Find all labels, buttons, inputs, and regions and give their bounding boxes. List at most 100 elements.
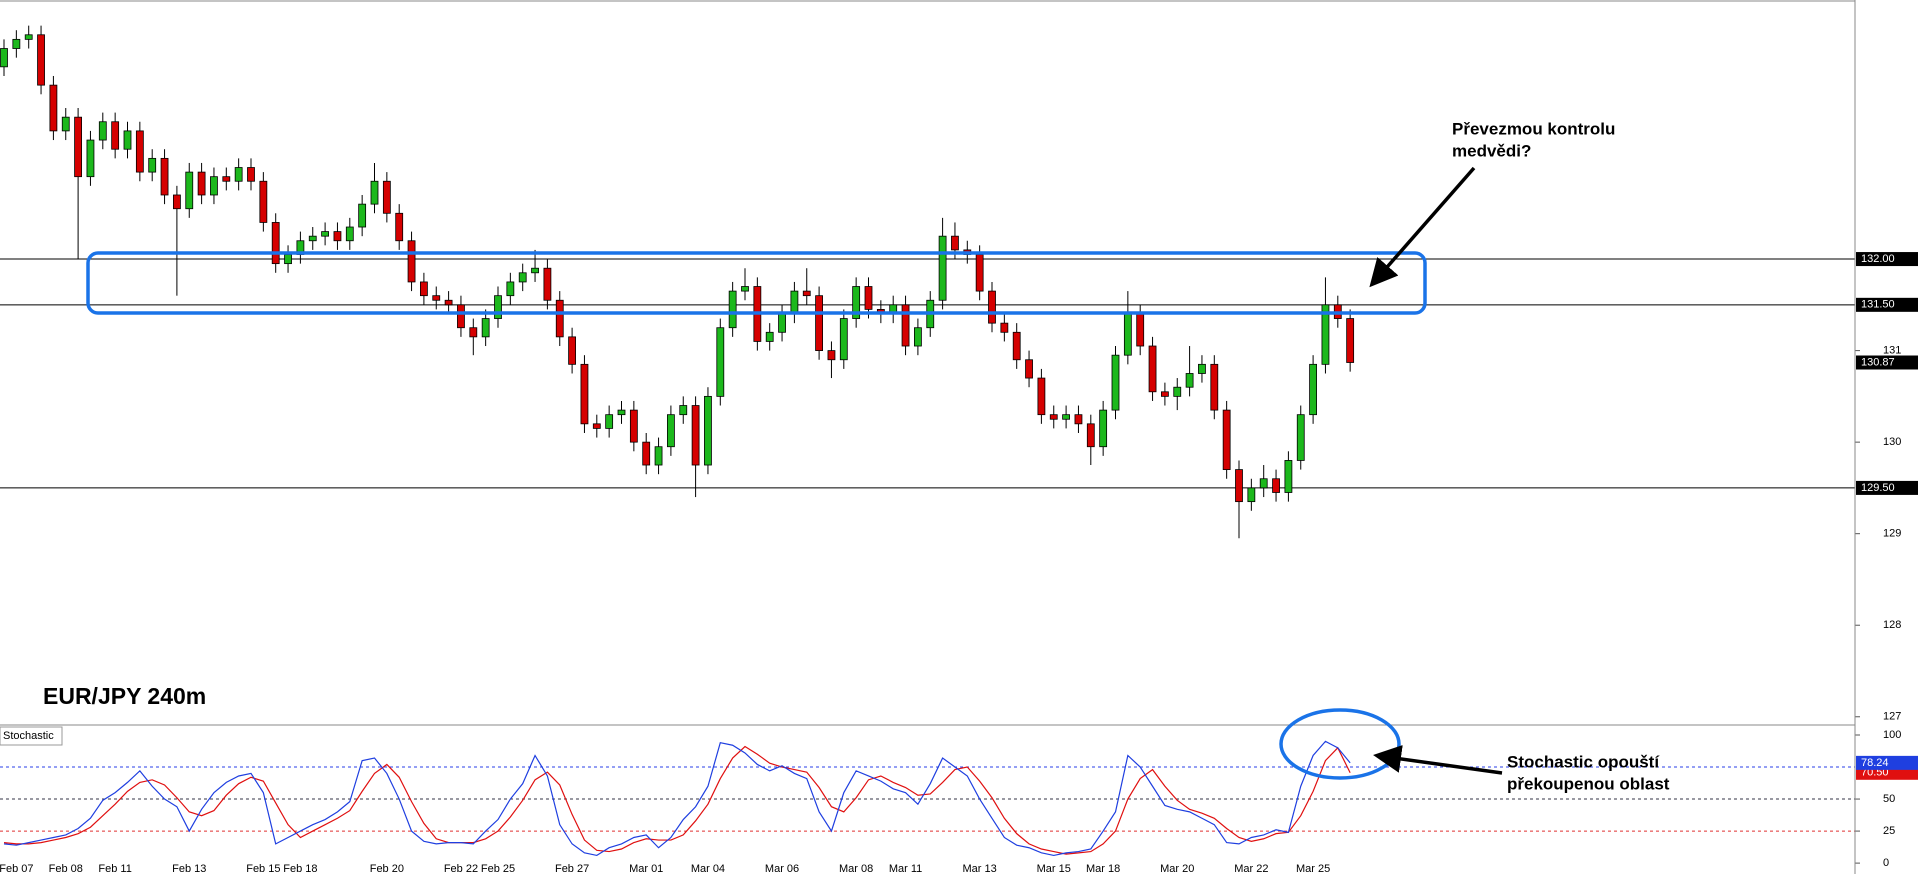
candle-body (1037, 377, 1046, 416)
candle-body (123, 130, 132, 150)
candle-body (210, 176, 218, 196)
x-tick-label: Mar 15 (1037, 863, 1071, 874)
candle-body (852, 286, 861, 319)
price-label: 129.50 (1861, 482, 1895, 494)
y-tick-label: 129 (1883, 528, 1901, 540)
candle-body (74, 116, 82, 178)
candle-body (839, 318, 848, 361)
x-tick-label: Mar 20 (1160, 863, 1194, 874)
candle-body (827, 350, 836, 361)
x-tick-label: Feb 25 (481, 863, 515, 874)
candle-body (1272, 478, 1280, 493)
candle-body (222, 176, 231, 182)
candle-body (1222, 409, 1231, 471)
candle-body (728, 290, 737, 329)
chart-title: EUR/JPY 240m (43, 683, 206, 709)
candle-body (815, 295, 823, 351)
arrow (1373, 745, 1503, 775)
indicator-title: Stochastic (3, 730, 54, 742)
candle-body (518, 272, 527, 283)
candle-body (1123, 313, 1132, 356)
stoch-line (3, 740, 1351, 857)
annotation: medvědi? (1452, 141, 1531, 160)
candle-body (308, 235, 317, 242)
candle-body (1259, 478, 1268, 489)
x-tick-label: Feb 13 (172, 863, 206, 874)
candle-body (1198, 363, 1206, 374)
x-tick-label: Mar 04 (691, 863, 725, 874)
candle-body (654, 446, 663, 466)
x-tick-label: Feb 11 (98, 863, 131, 874)
candle-body (370, 180, 379, 205)
candle-body (98, 121, 107, 141)
candle-body (667, 414, 675, 448)
candle-body (506, 281, 515, 297)
candle-body (802, 290, 811, 297)
candle-body (469, 327, 478, 338)
candle-body (247, 167, 255, 182)
highlight-ellipse (1279, 708, 1401, 780)
price-label-box (1856, 355, 1918, 370)
x-tick-label: Mar 18 (1086, 863, 1120, 874)
candle-body (592, 423, 601, 429)
candle-body (1111, 354, 1120, 411)
stoch-line (3, 745, 1351, 855)
price-label: 78.24 (1861, 757, 1889, 769)
y-tick-label: 128 (1883, 619, 1901, 631)
candle-body (1247, 487, 1256, 503)
annotation: překoupenou oblast (1507, 774, 1670, 793)
candle-body (358, 203, 367, 228)
arrow (1369, 166, 1476, 288)
price-label: 131.50 (1861, 299, 1895, 311)
y-tick-label: 25 (1883, 825, 1895, 837)
candle-body (49, 84, 58, 132)
candle-body (135, 130, 144, 173)
candle-body (37, 34, 45, 86)
candle-body (629, 409, 638, 443)
x-tick-label: Mar 13 (963, 863, 997, 874)
candle-body (914, 327, 922, 347)
x-tick-label: Feb 27 (555, 863, 589, 874)
y-tick-label: 127 (1883, 711, 1901, 723)
annotation: Převezmou kontrolu (1452, 119, 1615, 138)
x-tick-label: Feb 22 (444, 863, 478, 874)
price-label: 132.00 (1861, 253, 1895, 265)
candle-body (1321, 304, 1330, 365)
candle-body (12, 38, 21, 49)
candle-body (568, 336, 576, 365)
candle-body (333, 231, 342, 242)
candle-body (432, 295, 441, 301)
candle-body (555, 299, 564, 338)
candle-body (975, 254, 984, 292)
candle-body (321, 231, 330, 237)
candle-body (111, 121, 120, 150)
candle-body (148, 157, 157, 173)
candle-body (1012, 331, 1021, 361)
candle-body (1086, 423, 1095, 448)
candle-body (1148, 345, 1157, 393)
x-tick-label: Mar 22 (1234, 863, 1268, 874)
y-tick-label: 100 (1883, 729, 1901, 741)
candle-body (1309, 363, 1317, 416)
candle-body (61, 116, 70, 132)
candle-body (642, 441, 651, 466)
candle-body (1049, 414, 1058, 420)
x-tick-label: Feb 07 (0, 863, 33, 874)
candle-body (1062, 414, 1070, 420)
candle-body (617, 409, 626, 416)
candle-body (1099, 409, 1108, 448)
x-tick-label: Mar 08 (839, 863, 873, 874)
candle-body (765, 331, 774, 342)
candle-body (407, 240, 416, 283)
candle-body (457, 304, 465, 329)
candle-body (951, 235, 959, 251)
candle-body (345, 226, 354, 242)
candle-body (938, 235, 947, 301)
price-label-box (1856, 297, 1918, 312)
candle-body (382, 180, 391, 214)
candle-body (741, 286, 749, 292)
x-tick-label: Feb 18 (283, 863, 317, 874)
candle-body (531, 267, 539, 274)
x-tick-label: Feb 15 (246, 863, 280, 874)
